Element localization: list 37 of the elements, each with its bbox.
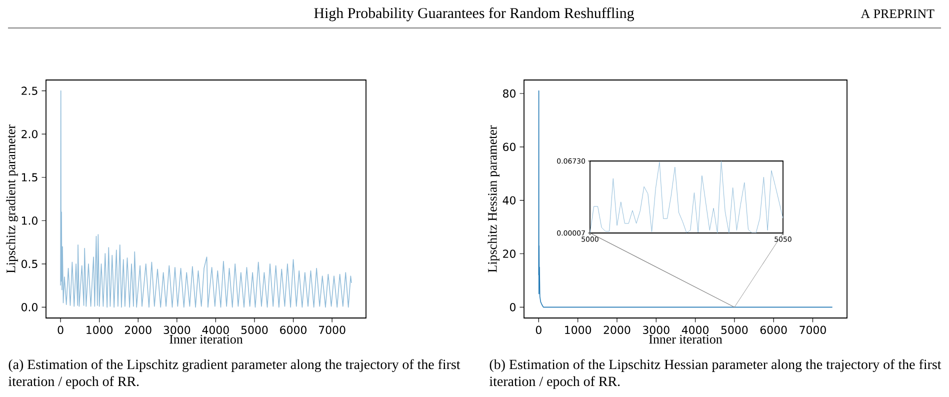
x-tick-label: 5000	[241, 326, 268, 334]
x-tick-label: 6000	[760, 326, 787, 334]
x-tick-label: 7000	[800, 326, 826, 334]
text: High Probability Guarantees for Random Reshuffling	[314, 7, 634, 22]
y-tick-label: 2.0	[22, 130, 38, 138]
y-tick-label: 1.0	[22, 216, 38, 225]
x-tick-label: 2000	[124, 326, 152, 334]
y-tick-label: 40	[502, 196, 516, 204]
x-tick-label: 1000	[86, 326, 113, 334]
x-tick-label: 4000	[202, 326, 229, 334]
x-tick-label: 3000	[643, 326, 670, 334]
y-tick-label: 80	[503, 89, 516, 98]
x-tick-label: 6000	[280, 326, 306, 334]
x-tick-label: 0	[536, 326, 542, 334]
x-axis-title: Inner iteration	[170, 334, 243, 344]
x-tick-label: 4000	[682, 326, 708, 334]
text: A PREPRINT	[860, 9, 934, 18]
x-tick-label: 7000	[319, 326, 346, 334]
y-tick-label: 1.5	[22, 173, 38, 182]
x-axis-title: Inner iteration	[649, 334, 722, 344]
text: (a) Estimation of the Lipschitz gradient parameter along the trajectory of the first iteration / epoch of RR.	[8, 359, 460, 389]
y-axis-title: Lipschitz Hessian parameter	[488, 125, 500, 272]
y-tick-label: 0	[510, 303, 516, 312]
line-series	[60, 90, 352, 308]
x-tick-label: 1000	[565, 326, 592, 334]
y-axis-title: Lipschitz gradient parameter	[6, 124, 18, 274]
y-tick-label: 0.0	[22, 303, 38, 312]
y-tick-label: 2.5	[22, 86, 38, 95]
y-tick-label: 60	[503, 142, 516, 152]
x-tick-label: 2000	[604, 326, 630, 334]
text: (b) Estimation of the Lipschitz Hessian parameter along the trajectory of the first iteration / epoch of RR.	[490, 359, 942, 389]
line-series	[590, 160, 784, 233]
x-tick-label: 0	[58, 326, 64, 334]
x-tick-label: 3000	[164, 326, 190, 334]
y-tick-label: 20	[503, 250, 516, 258]
x-tick-label: 5000	[721, 326, 748, 334]
y-tick-label: 0.5	[22, 260, 38, 268]
